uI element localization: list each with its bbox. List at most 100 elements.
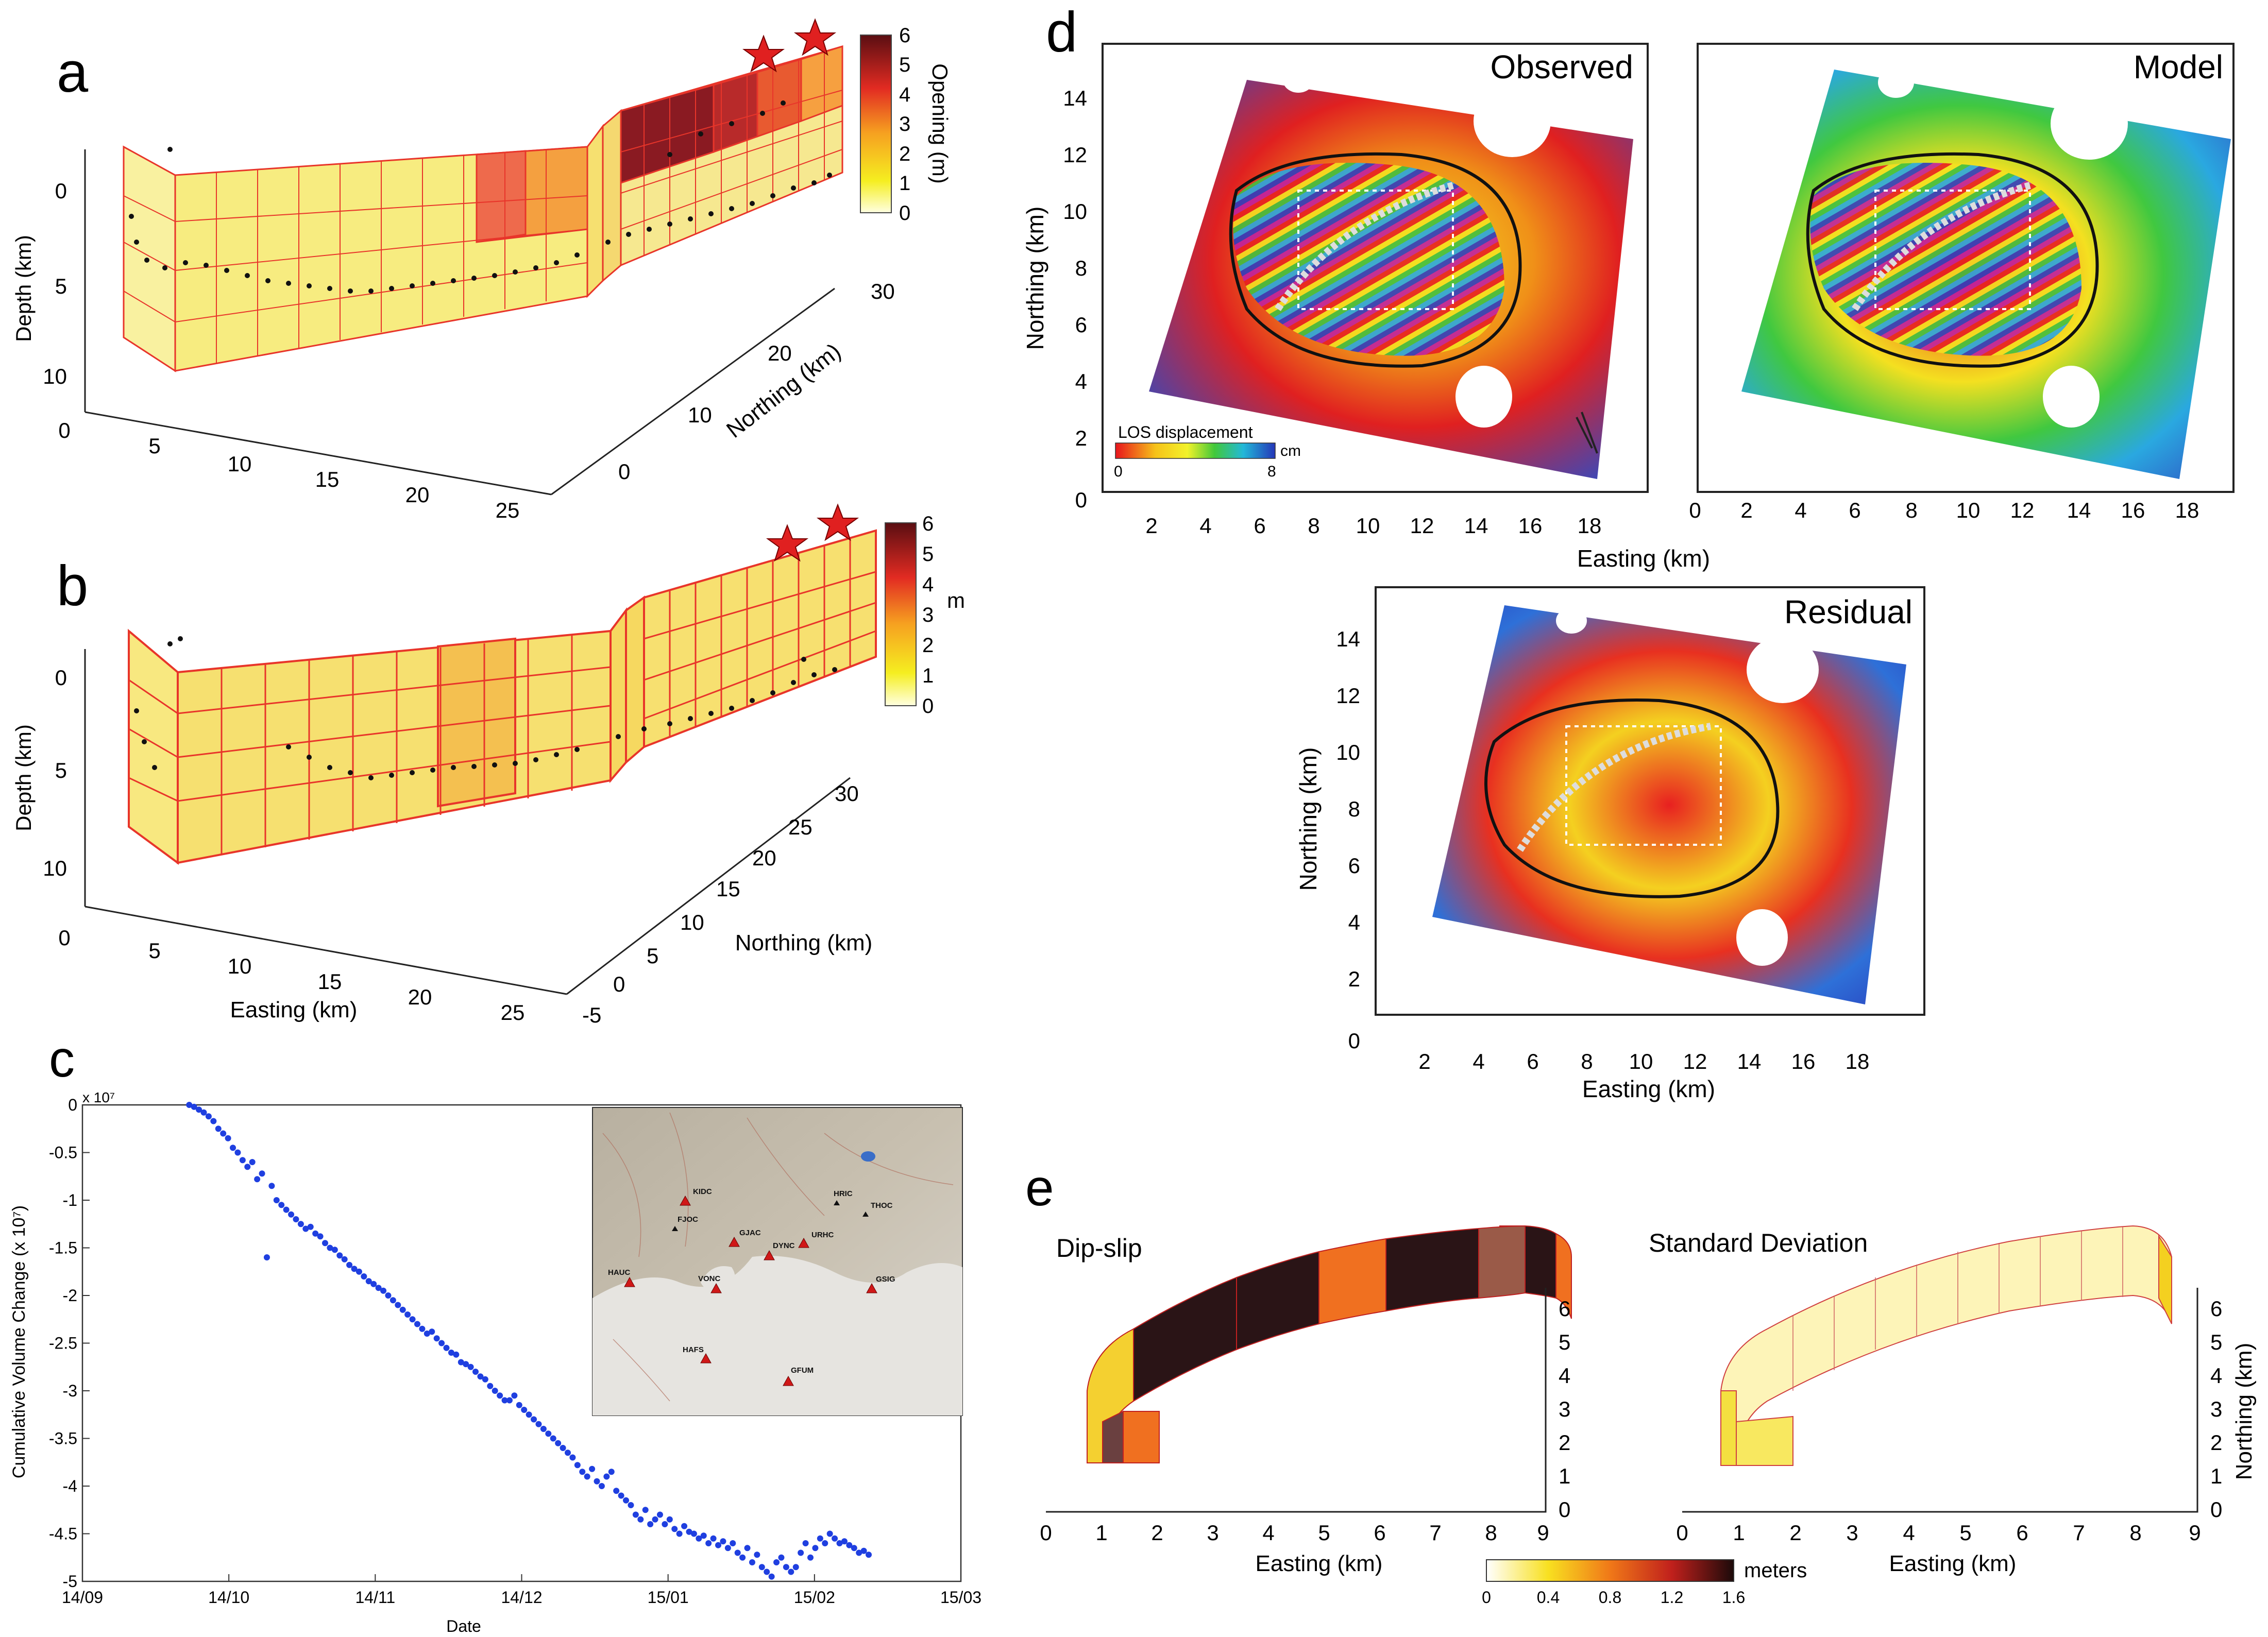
data-point <box>497 1392 503 1399</box>
data-point <box>307 1223 314 1230</box>
data-point <box>671 1526 678 1532</box>
panel-a-fault-planes <box>123 45 843 372</box>
svg-text:4: 4 <box>2210 1363 2222 1388</box>
data-point <box>404 1311 411 1318</box>
panel-b-depth-label: Depth (km) <box>11 724 36 831</box>
data-point <box>642 1507 649 1513</box>
y-tick-label: -2.5 <box>49 1334 77 1353</box>
data-point <box>288 1211 295 1218</box>
data-point <box>758 1564 765 1571</box>
svg-text:7: 7 <box>2073 1521 2085 1545</box>
svg-text:30: 30 <box>835 781 859 806</box>
svg-text:12: 12 <box>1410 514 1434 538</box>
svg-text:4: 4 <box>1262 1521 1274 1545</box>
data-point <box>186 1102 193 1108</box>
data-point <box>191 1103 197 1110</box>
panel-d-letter: d <box>1046 1 1077 64</box>
data-point <box>365 1278 372 1285</box>
panel-b-letter: b <box>57 554 88 618</box>
data-point <box>467 1363 474 1370</box>
panel-b: b 0 5 10 Depth (km) 0 5 10 15 20 25 East… <box>11 503 965 1027</box>
svg-text:HAUC: HAUC <box>608 1268 630 1277</box>
svg-text:2: 2 <box>2210 1430 2222 1455</box>
svg-text:0: 0 <box>1689 498 1701 522</box>
data-point <box>788 1568 794 1575</box>
y-tick-label: -5 <box>63 1572 77 1591</box>
panel-d-residual-y-ticks: 0 2 4 6 8 10 12 14 <box>1336 627 1360 1053</box>
svg-text:6: 6 <box>1254 514 1265 538</box>
svg-text:0: 0 <box>1075 488 1087 512</box>
data-point <box>574 1462 581 1469</box>
data-point <box>545 1430 552 1437</box>
data-point <box>798 1549 804 1556</box>
panel-d-residual-x-ticks: 2 4 6 8 10 12 14 16 18 <box>1418 1049 1869 1073</box>
svg-text:KIDC: KIDC <box>693 1187 712 1196</box>
data-point <box>710 1535 717 1542</box>
svg-text:25: 25 <box>788 815 813 839</box>
svg-text:VONC: VONC <box>698 1274 721 1283</box>
svg-text:5: 5 <box>55 274 67 298</box>
panel-d-residual-easting-label: Easting (km) <box>1582 1076 1715 1102</box>
svg-text:5: 5 <box>148 434 160 458</box>
panel-e-colorbar-ticks: 0 0.4 0.8 1.2 1.6 <box>1482 1588 1745 1607</box>
panel-d-observed-x-ticks: 2 4 6 8 10 12 14 16 18 <box>1145 514 1601 538</box>
data-point <box>856 1549 862 1556</box>
panel-d-observed-y-ticks: 0 2 4 6 8 10 12 14 <box>1063 86 1087 512</box>
svg-text:14: 14 <box>2067 498 2091 522</box>
data-point <box>730 1540 736 1546</box>
svg-text:9: 9 <box>2189 1521 2201 1545</box>
data-point <box>472 1369 479 1375</box>
data-point <box>754 1551 760 1558</box>
panel-a-colorbar <box>860 35 892 213</box>
y-tick-label: -3.5 <box>49 1429 77 1448</box>
svg-text:0: 0 <box>618 459 630 484</box>
svg-text:8: 8 <box>1905 498 1917 522</box>
data-point <box>429 1328 435 1335</box>
svg-text:1: 1 <box>1733 1521 1745 1545</box>
svg-text:GSIG: GSIG <box>876 1275 895 1284</box>
data-point <box>623 1497 630 1504</box>
data-point <box>380 1287 387 1294</box>
svg-text:10: 10 <box>688 403 712 427</box>
svg-text:1.2: 1.2 <box>1661 1588 1683 1607</box>
data-point <box>628 1502 634 1508</box>
data-point <box>433 1335 440 1342</box>
data-point <box>550 1435 556 1442</box>
data-point <box>210 1118 217 1124</box>
svg-text:1: 1 <box>1559 1464 1570 1488</box>
data-point <box>613 1488 620 1494</box>
data-point <box>278 1202 285 1208</box>
svg-text:18: 18 <box>1578 514 1602 538</box>
svg-text:URHC: URHC <box>811 1231 834 1239</box>
svg-text:4: 4 <box>1199 514 1211 538</box>
data-point <box>676 1530 683 1537</box>
svg-text:10: 10 <box>43 856 67 880</box>
svg-text:1.6: 1.6 <box>1722 1588 1745 1607</box>
data-point <box>511 1392 518 1399</box>
svg-text:4: 4 <box>1559 1363 1570 1388</box>
los-colorbar <box>1115 442 1276 459</box>
panel-c-scale-note: x 10⁷ <box>82 1089 115 1105</box>
panel-d: d LOS displacement 0 8 cm Observed <box>1022 1 2235 1102</box>
panel-d-easting-label: Easting (km) <box>1577 545 1710 572</box>
panel-a-depth-label: Depth (km) <box>11 235 36 342</box>
data-point <box>773 1559 780 1565</box>
svg-text:4: 4 <box>1075 369 1087 394</box>
data-point <box>826 1530 833 1537</box>
data-point <box>584 1473 590 1480</box>
data-point <box>346 1261 353 1268</box>
data-point <box>501 1397 508 1404</box>
svg-text:5: 5 <box>1959 1521 1971 1545</box>
svg-text:2: 2 <box>1075 426 1087 450</box>
svg-text:0.8: 0.8 <box>1599 1588 1621 1607</box>
data-point <box>205 1113 212 1120</box>
svg-text:4: 4 <box>1903 1521 1915 1545</box>
data-point <box>652 1516 658 1523</box>
panel-a: a 0 5 10 Depth (km) 0 5 10 15 20 25 0 10… <box>11 18 952 522</box>
data-point <box>569 1454 576 1461</box>
svg-text:10: 10 <box>1336 740 1360 764</box>
svg-text:4: 4 <box>922 573 934 596</box>
data-point <box>341 1256 348 1263</box>
data-point <box>259 1170 265 1177</box>
data-point <box>764 1568 770 1575</box>
